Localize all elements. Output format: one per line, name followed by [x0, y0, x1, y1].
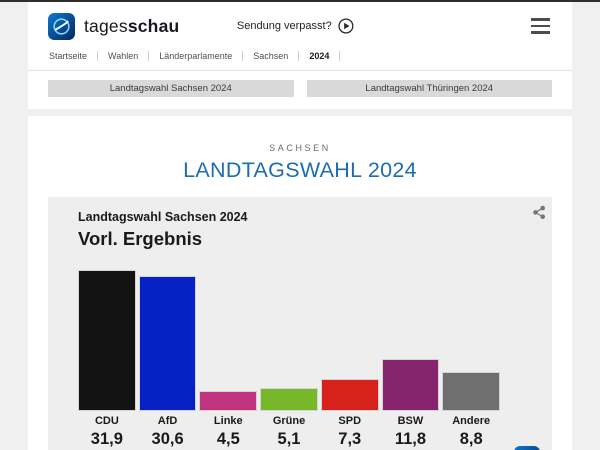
bar-cdu [78, 270, 136, 411]
party-value: 11,8 [394, 430, 427, 448]
party-name: SPD [338, 415, 362, 427]
bar-andere [442, 372, 501, 411]
nav-buttons: Landtagswahl Sachsen 2024 Landtagswahl Th… [28, 71, 572, 109]
party-value: 31,9 [90, 430, 123, 448]
chart-title: Landtagswahl Sachsen 2024 [78, 210, 248, 224]
nav-button[interactable]: Landtagswahl Sachsen 2024 [48, 80, 294, 97]
tagesschau-watermark-icon [514, 446, 540, 450]
bar-grüne [260, 388, 318, 411]
sendung-verpasst-link[interactable]: Sendung verpasst? [237, 18, 354, 34]
breadcrumb-item-wahlen[interactable]: Wahlen [98, 51, 150, 61]
hamburger-menu-icon[interactable] [529, 14, 552, 37]
window-top-border [0, 0, 600, 2]
breadcrumb-item-startseite[interactable]: Startseite [48, 51, 99, 61]
chart-subtitle: Vorl. Ergebnis [78, 228, 203, 249]
party-name: BSW [397, 415, 424, 427]
bar-label-cdu: CDU 31,9 [78, 415, 136, 449]
play-circle-icon[interactable] [338, 18, 354, 34]
bar-label-grüne: Grüne 5,1 [260, 415, 318, 449]
party-name: Grüne [272, 415, 306, 427]
bar-label-spd: SPD 7,3 [321, 415, 379, 449]
region-kicker: SACHSEN [269, 143, 331, 153]
page-title: LANDTAGSWAHL 2024 [183, 158, 417, 182]
party-value: 7,3 [338, 430, 362, 448]
breadcrumb-item-sachsen[interactable]: Sachsen [243, 51, 300, 61]
bar-chart [78, 270, 501, 411]
party-value: 30,6 [151, 430, 184, 448]
bar-bsw [381, 359, 440, 411]
main-panel: SACHSEN LANDTAGSWAHL 2024 Landtagswahl S… [28, 116, 572, 450]
bar-afd [138, 276, 197, 411]
party-value: 8,8 [459, 430, 483, 448]
nav-button[interactable]: Landtagswahl Thüringen 2024 [306, 80, 552, 97]
site-header: tagesschau Sendung verpasst? Startseite W… [28, 2, 572, 71]
tagesschau-globe-icon[interactable] [48, 12, 75, 40]
party-name: AfD [157, 415, 178, 427]
breadcrumb-item-länderparlamente[interactable]: Länderparlamente [149, 51, 244, 61]
bar-label-linke: Linke 4,5 [199, 415, 257, 449]
bar-label-andere: Andere 8,8 [442, 415, 500, 449]
share-icon[interactable] [530, 203, 548, 227]
party-name: CDU [94, 415, 119, 427]
section-gap [28, 109, 572, 116]
breadcrumb: Startseite Wahlen Länderparlamente Sachsen 2… [48, 43, 552, 70]
party-name: Linke [213, 415, 243, 427]
party-value: 4,5 [216, 430, 240, 448]
bar-spd [320, 379, 379, 411]
breadcrumb-item-2024[interactable]: 2024 [299, 51, 341, 61]
bar-label-afd: AfD 30,6 [139, 415, 197, 449]
party-name: Andere [452, 415, 491, 427]
brand-wordmark[interactable]: tagesschau [84, 15, 180, 36]
result-chart-card: Landtagswahl Sachsen 2024 Vorl. Ergebnis… [48, 197, 552, 450]
bar-chart-labels: CDU 31,9 AfD 30,6 Linke 4,5 Grüne 5,1 SPD 7,3 BSW 1… [78, 415, 500, 449]
bar-label-bsw: BSW 11,8 [382, 415, 440, 449]
bar-linke [199, 391, 258, 411]
party-value: 5,1 [277, 430, 301, 448]
